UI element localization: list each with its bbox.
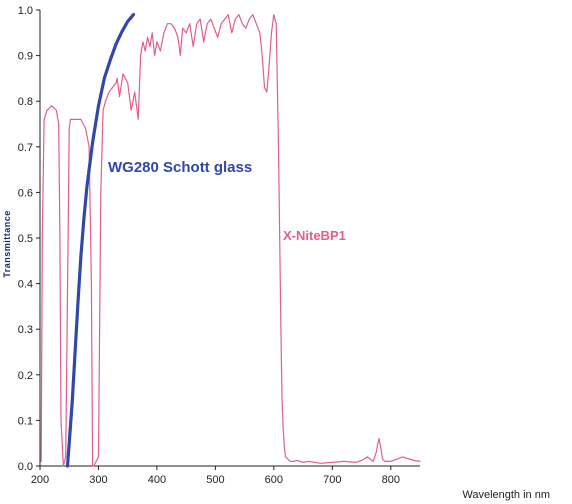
y-tick-label: 0.0	[18, 461, 33, 473]
x-tick-label: 500	[206, 474, 224, 486]
y-axis-title: Transmittance	[2, 210, 12, 278]
x-tick-label: 700	[323, 474, 341, 486]
series-layer	[40, 13, 421, 468]
y-tick-label: 0.8	[18, 96, 33, 108]
x-axis-title: Wavelength in nm	[462, 489, 550, 501]
y-axis-ticks: 0.0 0.1 0.2 0.3 0.4 0.5 0.6 0.7 0.8 0.9 1.0	[18, 5, 40, 473]
y-tick-label: 0.3	[18, 324, 33, 336]
series-line-x-nitebp1	[40, 14, 421, 467]
x-tick-label: 600	[265, 474, 283, 486]
x-tick-label: 800	[382, 474, 400, 486]
y-tick-label: 0.2	[18, 370, 33, 382]
y-tick-label: 0.9	[18, 51, 33, 63]
chart-axes: 0.0 0.1 0.2 0.3 0.4 0.5 0.6 0.7 0.8 0.9 1.0 200 300…	[18, 5, 420, 486]
x-tick-label: 400	[148, 474, 166, 486]
y-tick-label: 0.7	[18, 142, 33, 154]
y-tick-label: 1.0	[18, 5, 33, 17]
x-tick-label: 300	[89, 474, 107, 486]
x-tick-label: 200	[31, 474, 49, 486]
y-tick-label: 0.5	[18, 233, 33, 245]
series-label-x-nitebp1: X-NiteBP1	[283, 228, 346, 243]
y-tick-label: 0.1	[18, 415, 33, 427]
y-tick-label: 0.4	[18, 279, 33, 291]
series-label-wg280: WG280 Schott glass	[108, 159, 252, 176]
series-line-wg280	[65, 13, 136, 468]
y-tick-label: 0.6	[18, 187, 33, 199]
x-axis-ticks: 200 300 400 500 600 700 800	[31, 466, 400, 486]
